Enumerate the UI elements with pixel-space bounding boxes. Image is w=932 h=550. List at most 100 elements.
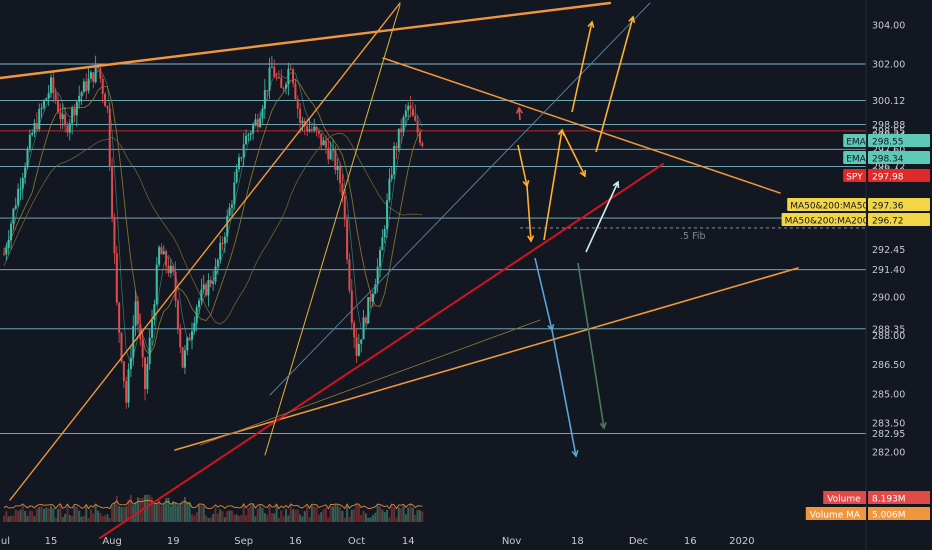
candle-body [125, 381, 128, 403]
rising-wedge-line [9, 2, 401, 501]
volume-bar [38, 506, 41, 522]
volume-bar [82, 515, 85, 522]
candle-body [136, 301, 139, 324]
volume-bar [285, 508, 287, 522]
trend-drawings [0, 1, 799, 539]
volume-bar [381, 509, 384, 522]
volume-bar [263, 513, 266, 522]
volume-bar [165, 498, 168, 522]
volume-tag-value-box [868, 507, 930, 520]
volume-bar [245, 515, 248, 522]
volume-bar [242, 504, 245, 522]
volume-bar [104, 515, 107, 522]
volume-bar [101, 516, 104, 522]
volume-bar [350, 509, 353, 522]
volume-bar [282, 515, 285, 522]
candle-body [395, 146, 398, 149]
candle-body [160, 247, 163, 255]
candle-body [50, 77, 52, 93]
arrow-down-orange-3-head [579, 169, 587, 178]
price-tick-label: 296.72 [872, 162, 905, 173]
volume-tag-label-box [805, 507, 866, 520]
volume-bar [214, 507, 217, 522]
candle-body [207, 280, 210, 296]
candle-body [223, 236, 226, 244]
volume-bar [151, 497, 154, 522]
volume-bar [115, 495, 118, 522]
volume-bar [346, 505, 349, 522]
candle-body [33, 123, 36, 134]
candle-body [134, 301, 137, 326]
volume-bar [68, 515, 71, 522]
candle-body [343, 195, 346, 220]
volume-bar [308, 517, 311, 522]
price-tick-label: 291.40 [872, 265, 905, 276]
candle-body [35, 123, 38, 130]
price-tag-label-box [843, 169, 866, 182]
volume-bar [259, 505, 262, 522]
price-tag-label: EMA [846, 138, 866, 148]
volume-bar [66, 505, 69, 522]
volume-bar [42, 508, 45, 522]
candle-body [226, 215, 229, 237]
candle-body [252, 124, 255, 134]
candle-body [268, 67, 271, 91]
volume-bar [256, 508, 259, 522]
volume-bar [216, 513, 219, 522]
time-tick-label: Dec [629, 536, 648, 547]
secondary-wedge-line [264, 4, 401, 456]
candle-body [317, 131, 320, 134]
price-tick-label: 300.12 [872, 96, 905, 107]
volume-bar [195, 512, 198, 522]
candle-body [329, 150, 332, 160]
volume-bar [379, 506, 381, 522]
volume-bar [301, 516, 304, 522]
candle-body [414, 116, 417, 121]
arrow-up-orange-3 [595, 16, 634, 153]
candle-body [320, 133, 323, 146]
volume-bar [129, 495, 132, 522]
volume-bar [17, 510, 20, 522]
volume-ma-line [3, 499, 423, 510]
volume-bar [327, 517, 330, 522]
volume-bar [219, 509, 222, 522]
candle-body [71, 108, 74, 124]
volume-bar [367, 517, 370, 522]
volume-bar [202, 506, 205, 522]
volume-bar [254, 516, 257, 522]
volume-bar [409, 504, 412, 522]
volume-bar [235, 514, 238, 522]
arrow-up-white-head [612, 180, 620, 189]
price-tag-label-box [843, 134, 866, 147]
candle-body [129, 357, 132, 370]
volume-bar [10, 515, 13, 522]
volume-bar [421, 511, 424, 522]
volume-bar [292, 509, 295, 522]
volume-bar [3, 515, 5, 522]
volume-bar [418, 510, 421, 522]
volume-bar [136, 497, 139, 522]
candle-body [292, 69, 295, 84]
volume-bar [212, 513, 215, 522]
price-tick-label: 285.00 [872, 389, 905, 400]
candle-body [54, 92, 57, 102]
volume-bar [322, 509, 325, 522]
volume-bar [341, 510, 344, 522]
candle-body [346, 219, 349, 260]
candle-body [19, 188, 22, 190]
volume-bar [31, 511, 34, 522]
volume-bar [289, 504, 292, 522]
price-tag-value: 296.72 [872, 217, 904, 227]
candle-body [165, 251, 168, 266]
arrow-down-orange-2-head [527, 235, 535, 243]
candle-body [404, 110, 407, 118]
volume-bar [186, 502, 189, 522]
volume-bar [280, 510, 283, 522]
candle-body [402, 117, 405, 133]
arrow-up-orange [543, 129, 563, 241]
candle-body [371, 293, 374, 302]
candle-body [5, 247, 8, 255]
candle-body [14, 205, 17, 209]
